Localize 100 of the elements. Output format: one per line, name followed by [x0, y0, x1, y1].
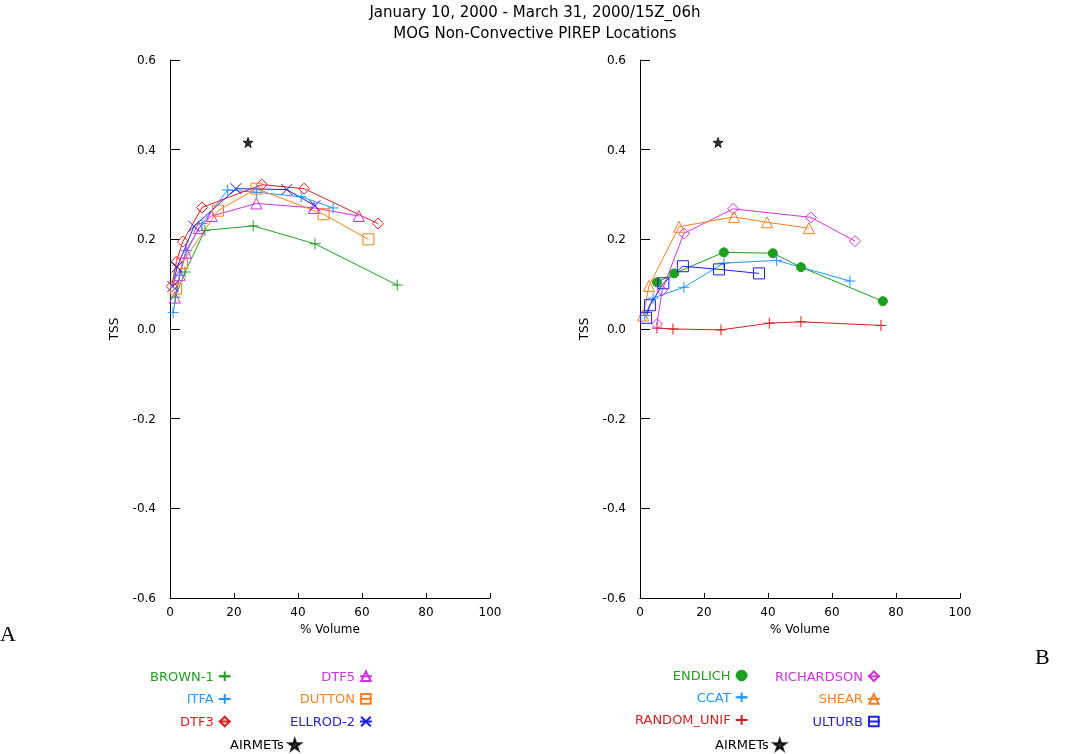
- legend-label: ULTURB: [812, 714, 863, 729]
- y-tick-label: -0.2: [602, 411, 626, 426]
- point: [372, 217, 384, 230]
- point: [647, 292, 660, 305]
- legend-label: DUTTON: [299, 691, 355, 707]
- y-tick-label: 0.6: [136, 53, 156, 67]
- point: [642, 279, 655, 292]
- point: [247, 219, 260, 232]
- y-axis-title: TSS: [577, 317, 591, 342]
- legend-label: RICHARDSON: [774, 668, 863, 684]
- legend-label: CCAT: [696, 689, 731, 705]
- x-tick-label: 60: [824, 605, 840, 619]
- point: [843, 275, 856, 288]
- point: [657, 277, 670, 290]
- point: [877, 296, 888, 307]
- y-tick-label: 0.2: [606, 232, 626, 247]
- point: [250, 186, 263, 199]
- point: [714, 323, 727, 336]
- point: [391, 279, 404, 292]
- point: [718, 247, 729, 258]
- y-tick-label: -0.2: [132, 411, 156, 426]
- x-axis-title: % Volume: [770, 621, 830, 636]
- point: [802, 222, 815, 235]
- point: [167, 306, 180, 319]
- legend-label: SHEAR: [818, 691, 863, 707]
- x-tick-label: 100: [948, 605, 972, 619]
- point: [666, 323, 679, 335]
- point: [763, 317, 776, 330]
- point: [295, 190, 308, 203]
- point: [327, 201, 340, 214]
- legend-label: DTF5: [321, 668, 355, 684]
- legend-label: BROWN-1: [149, 668, 214, 684]
- x-tick-label: 20: [696, 605, 712, 619]
- y-tick-label: -0.6: [602, 591, 626, 605]
- x-tick-label: 0: [636, 605, 644, 619]
- point: [770, 254, 783, 267]
- y-tick-label: 0.6: [606, 53, 626, 67]
- point: [198, 224, 211, 237]
- point: [761, 216, 774, 229]
- x-axis-title: % Volume: [300, 621, 360, 636]
- point: [176, 235, 189, 248]
- legend-label: ITFA: [186, 691, 214, 707]
- point: [362, 233, 375, 246]
- point: [669, 268, 680, 279]
- point: [308, 237, 321, 250]
- point: [676, 260, 689, 273]
- point: [352, 210, 365, 223]
- point: [255, 178, 268, 191]
- x-tick-label: 80: [888, 605, 904, 619]
- point: [874, 319, 887, 332]
- point: [643, 299, 656, 312]
- x-tick-label: 40: [290, 605, 306, 619]
- legend-label: ELLROD-2: [290, 714, 355, 729]
- point: [179, 266, 192, 279]
- legend-label: RANDOM_UNIF: [634, 712, 731, 728]
- point: [677, 281, 690, 294]
- point: [170, 255, 183, 268]
- x-tick-label: 40: [760, 605, 776, 619]
- y-tick-label: 0.4: [136, 142, 156, 157]
- legend-label: AIRMETs: [714, 737, 769, 753]
- y-tick-label: 0.4: [606, 142, 626, 157]
- point: [298, 182, 311, 195]
- legend-label: AIRMETs: [229, 737, 284, 753]
- point: [713, 263, 726, 276]
- text: A: [0, 620, 16, 646]
- point: [170, 282, 183, 295]
- point: [767, 248, 778, 259]
- point: [212, 204, 224, 217]
- text: B: [1035, 643, 1050, 669]
- text: January 10, 2000 - March 31, 2000/15Z_06h: [367, 2, 702, 23]
- point: [795, 262, 806, 273]
- point: [176, 257, 189, 270]
- text: MOG Non-Convective PIREP Locations: [392, 23, 678, 44]
- point: [242, 136, 254, 148]
- y-tick-label: -0.4: [132, 501, 156, 516]
- x-tick-label: 0: [166, 605, 174, 619]
- point: [727, 202, 740, 215]
- x-tick-label: 80: [418, 605, 434, 619]
- point: [717, 257, 730, 270]
- y-tick-label: -0.4: [602, 501, 626, 516]
- y-tick-label: 0.0: [136, 322, 156, 336]
- legend-label: ENDLICH: [672, 668, 731, 683]
- x-tick-label: 60: [354, 605, 370, 619]
- point: [650, 322, 663, 335]
- point: [250, 182, 263, 195]
- y-axis-title: TSS: [107, 317, 121, 342]
- legend-label: DTF3: [180, 714, 214, 729]
- y-tick-label: 0.2: [136, 232, 156, 247]
- point: [192, 222, 205, 235]
- point: [221, 184, 234, 197]
- point: [753, 267, 766, 280]
- point: [849, 235, 862, 248]
- point: [250, 197, 263, 210]
- point: [673, 220, 686, 233]
- point: [794, 315, 807, 328]
- x-tick-label: 100: [478, 605, 502, 619]
- point: [650, 318, 663, 331]
- point: [712, 136, 724, 148]
- point: [677, 227, 690, 240]
- point: [728, 210, 741, 223]
